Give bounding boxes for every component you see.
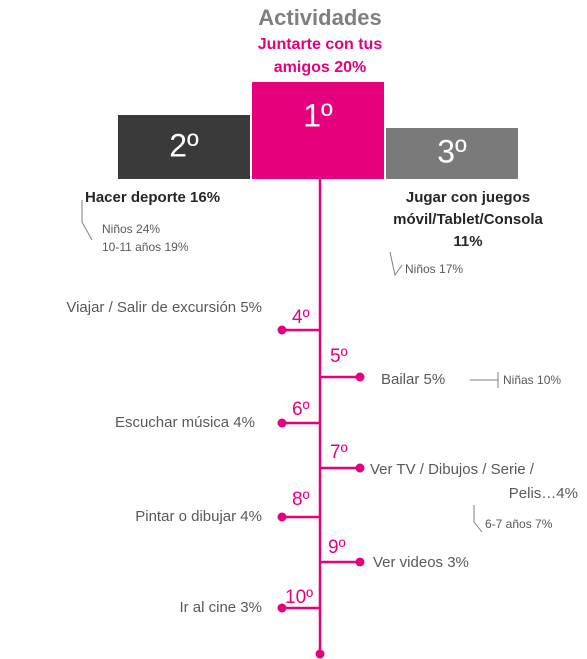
- note: Niños 17%: [405, 262, 463, 276]
- bracket: [389, 251, 403, 277]
- bracket: [473, 505, 483, 533]
- item-label: Pintar o dibujar 4%: [135, 508, 262, 525]
- second-label: Hacer deporte 16%: [85, 189, 220, 206]
- podium-second: [118, 115, 250, 179]
- first-label: Juntarte con tus: [258, 36, 383, 53]
- rank: 1º: [303, 97, 333, 133]
- third-label: móvil/Tablet/Consola: [393, 211, 543, 228]
- dot: [277, 418, 287, 428]
- item-label: Bailar 5%: [381, 371, 445, 388]
- dot: [355, 463, 365, 473]
- item-label: Viajar / Salir de excursión 5%: [66, 299, 262, 316]
- rank: 8º: [292, 489, 310, 510]
- dot: [277, 325, 287, 335]
- rank: 4º: [292, 307, 310, 328]
- rank: 6º: [292, 399, 310, 420]
- note: 6-7 años 7%: [485, 517, 553, 531]
- dot: [355, 372, 365, 382]
- bracket: [81, 200, 93, 241]
- dot: [277, 512, 287, 522]
- item-label: Ver TV / Dibujos / Serie /: [370, 461, 535, 478]
- rank: 10º: [285, 587, 313, 608]
- first-label: amigos 20%: [274, 59, 366, 76]
- item-label: Pelis…4%: [509, 485, 578, 502]
- note: 10-11 años 19%: [102, 240, 189, 254]
- third-label: 11%: [453, 233, 482, 250]
- dot: [355, 557, 365, 567]
- item-label: Ver videos 3%: [373, 554, 469, 571]
- item-label: Escuchar música 4%: [115, 414, 255, 431]
- podium-first: [252, 82, 384, 179]
- podium-third: [386, 128, 518, 179]
- dot: [277, 603, 287, 613]
- rank: 7º: [330, 442, 348, 463]
- item-label: Ir al cine 3%: [179, 599, 262, 616]
- note: Niños 24%: [102, 222, 160, 236]
- rank: 5º: [330, 346, 348, 367]
- rank: 9º: [328, 537, 346, 558]
- note: Niñas 10%: [503, 373, 561, 387]
- third-label: Jugar con juegos: [406, 189, 530, 206]
- bracket: [470, 372, 499, 388]
- title: Actividades: [258, 5, 382, 30]
- rank: 2º: [169, 127, 199, 163]
- spine-end: [315, 649, 325, 659]
- rank: 3º: [437, 133, 467, 169]
